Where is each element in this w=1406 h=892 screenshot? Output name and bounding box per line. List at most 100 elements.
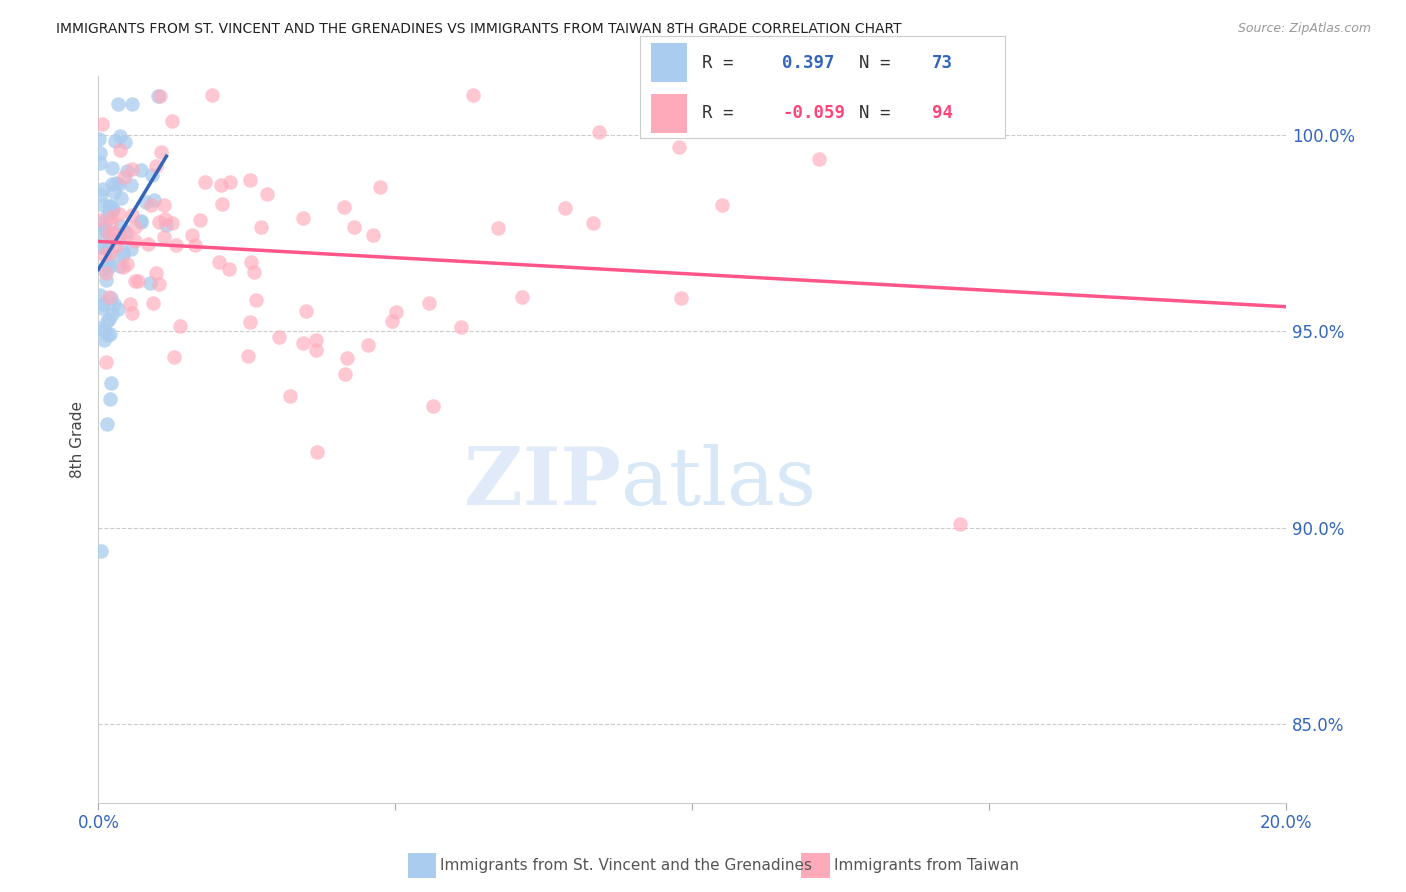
Point (103, 297, 125, 311)
Point (97, 257, 120, 271)
Point (139, 276, 162, 290)
Point (103, 226, 125, 240)
Point (269, 330, 291, 344)
Text: 94: 94 (932, 103, 953, 121)
Point (98, 198, 121, 212)
Point (149, 88, 172, 103)
Point (121, 305, 143, 319)
Point (422, 399, 444, 413)
Point (304, 343, 326, 358)
Point (148, 215, 170, 229)
Point (418, 296, 440, 310)
Point (89, 131, 111, 145)
Point (90, 239, 112, 253)
Point (145, 159, 167, 173)
Point (450, 320, 472, 334)
Bar (651, 43, 688, 82)
Point (121, 162, 143, 177)
Point (97, 208, 120, 222)
Point (96, 417, 118, 431)
Text: N =: N = (859, 103, 901, 121)
Point (588, 125, 610, 139)
Point (100, 291, 122, 305)
Point (249, 219, 271, 234)
Point (129, 163, 152, 178)
Point (124, 234, 146, 248)
Text: IMMIGRANTS FROM ST. VINCENT AND THE GRENADINES VS IMMIGRANTS FROM TAIWAN 8TH GRA: IMMIGRANTS FROM ST. VINCENT AND THE GREN… (56, 22, 901, 37)
Point (90, 188, 112, 202)
Point (100, 211, 122, 225)
Point (108, 259, 131, 273)
Point (112, 260, 135, 274)
Point (127, 274, 149, 288)
Point (668, 140, 690, 154)
Point (139, 197, 162, 211)
Point (184, 238, 207, 252)
Point (96, 314, 118, 328)
Point (295, 303, 318, 318)
Point (207, 255, 229, 269)
Point (648, 102, 671, 116)
Point (110, 192, 132, 206)
Point (142, 194, 165, 208)
Point (111, 248, 134, 262)
Point (461, 88, 484, 103)
Point (153, 229, 176, 244)
Text: N =: N = (859, 54, 901, 72)
Point (554, 201, 576, 215)
Point (181, 228, 204, 243)
Point (129, 214, 152, 228)
Text: atlas: atlas (621, 444, 817, 522)
Point (368, 180, 391, 194)
Point (336, 351, 359, 365)
Point (114, 135, 136, 149)
Point (162, 216, 184, 230)
Point (91, 297, 114, 311)
Point (118, 297, 141, 311)
Point (711, 198, 734, 212)
Point (97, 312, 120, 326)
Point (357, 338, 380, 352)
Point (136, 237, 159, 252)
Point (243, 265, 266, 279)
Point (96, 273, 118, 287)
Point (94, 220, 117, 235)
Point (381, 314, 404, 328)
Text: 73: 73 (932, 54, 953, 72)
Point (93, 223, 115, 237)
Point (142, 296, 165, 310)
Point (93, 333, 115, 347)
Point (146, 88, 169, 103)
Point (256, 186, 278, 201)
Point (107, 177, 129, 191)
Point (101, 307, 124, 321)
Point (361, 227, 384, 242)
Point (278, 389, 301, 403)
Point (97, 237, 120, 252)
Point (512, 290, 534, 304)
Point (155, 218, 177, 232)
Point (100, 202, 122, 217)
Point (89, 146, 111, 161)
Point (108, 232, 131, 246)
Point (333, 367, 356, 381)
Point (96, 238, 118, 252)
Point (194, 175, 217, 189)
Point (160, 113, 183, 128)
Point (91, 301, 114, 316)
Point (211, 196, 233, 211)
Point (110, 129, 132, 144)
Point (218, 262, 240, 277)
Point (94, 355, 117, 369)
Point (121, 96, 143, 111)
Point (87, 216, 110, 230)
Point (100, 216, 122, 230)
Point (97, 328, 120, 343)
Point (333, 200, 356, 214)
Text: ZIP: ZIP (464, 444, 621, 522)
Point (949, 516, 972, 531)
Point (808, 152, 831, 166)
Point (292, 211, 315, 226)
Point (245, 293, 267, 307)
Point (100, 376, 122, 390)
